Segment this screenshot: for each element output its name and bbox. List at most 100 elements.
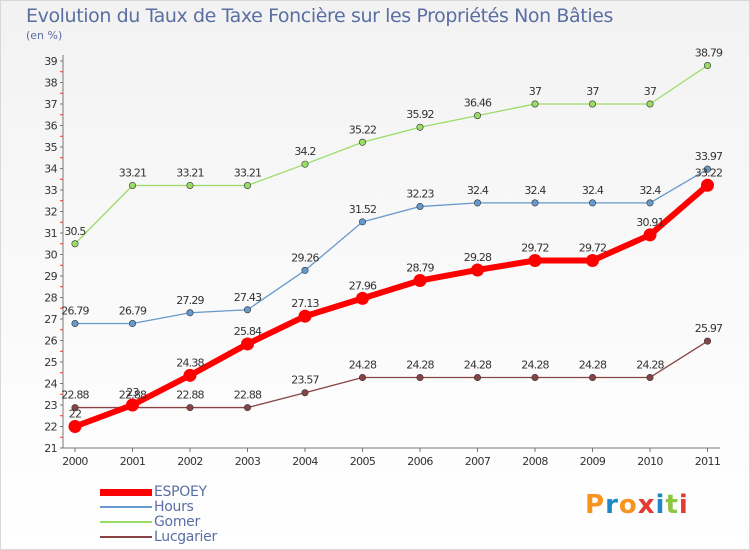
data-label-lucgarier: 24.28 xyxy=(406,358,434,371)
data-label-hours: 33.97 xyxy=(695,150,723,163)
x-tick-label: 2007 xyxy=(465,455,491,468)
x-tick-label: 2005 xyxy=(350,455,376,468)
data-label-hours: 32.4 xyxy=(582,184,604,197)
data-point-espoey xyxy=(298,309,312,323)
data-point-gomer xyxy=(301,160,309,168)
data-label-gomer: 33.21 xyxy=(176,166,204,179)
data-label-gomer: 33.21 xyxy=(234,166,262,179)
data-point-hours xyxy=(244,306,252,314)
data-point-hours xyxy=(416,203,424,211)
chart-subtitle: (en %) xyxy=(26,29,63,42)
data-label-gomer: 35.22 xyxy=(349,123,377,136)
data-point-gomer xyxy=(244,181,252,189)
data-label-espoey: 29.28 xyxy=(464,251,492,264)
data-point-espoey xyxy=(413,274,427,288)
data-label-lucgarier: 24.28 xyxy=(521,358,549,371)
data-point-hours xyxy=(703,165,711,173)
data-label-espoey: 29.72 xyxy=(521,242,549,255)
logo-letter: i xyxy=(678,490,689,520)
logo-letter: P xyxy=(585,490,606,520)
x-tick-label: 2004 xyxy=(292,455,318,468)
data-point-hours xyxy=(71,320,79,328)
data-point-hours xyxy=(129,320,137,328)
data-point-espoey xyxy=(471,263,484,277)
y-tick-label: 31 xyxy=(44,227,57,240)
data-point-gomer xyxy=(531,100,539,108)
data-label-gomer: 36.46 xyxy=(464,97,492,110)
series-line-hours xyxy=(75,168,708,325)
data-label-espoey: 28.79 xyxy=(406,262,434,275)
data-label-espoey: 33.22 xyxy=(695,166,723,179)
y-tick-label: 26 xyxy=(44,335,57,348)
series-line-lucgarier xyxy=(75,340,708,409)
logo-letter: t xyxy=(665,490,679,520)
x-tick-label: 2000 xyxy=(62,455,88,468)
legend-swatch xyxy=(100,536,152,538)
x-tick-label: 2002 xyxy=(177,455,203,468)
data-label-hours: 26.79 xyxy=(61,305,89,318)
data-label-gomer: 37 xyxy=(529,85,542,98)
y-tick-label: 35 xyxy=(44,141,57,154)
legend-label: Lucgarier xyxy=(154,529,217,545)
legend-swatch xyxy=(100,506,152,508)
data-label-hours: 32.23 xyxy=(406,188,434,201)
y-tick-label: 39 xyxy=(44,55,57,68)
data-point-espoey xyxy=(701,178,714,192)
data-point-gomer xyxy=(186,181,194,189)
y-tick-label: 27 xyxy=(44,313,57,326)
data-label-hours: 27.29 xyxy=(176,294,204,307)
data-label-hours: 31.52 xyxy=(349,203,377,216)
data-label-lucgarier: 24.28 xyxy=(579,358,607,371)
legend-swatch xyxy=(100,521,152,523)
data-point-gomer xyxy=(588,100,596,108)
data-point-hours xyxy=(473,199,481,207)
data-label-hours: 32.4 xyxy=(467,184,489,197)
y-tick-label: 37 xyxy=(44,98,57,111)
y-tick-label: 23 xyxy=(44,399,57,412)
y-tick-label: 22 xyxy=(44,421,57,434)
data-label-lucgarier: 22.88 xyxy=(176,389,204,402)
data-point-espoey xyxy=(528,254,542,268)
logo-letter: x xyxy=(637,490,656,520)
y-tick-label: 33 xyxy=(44,184,57,197)
data-point-espoey xyxy=(126,398,139,412)
data-point-hours xyxy=(186,309,194,317)
data-label-hours: 26.79 xyxy=(119,305,147,318)
x-tick-label: 2008 xyxy=(522,455,548,468)
data-label-lucgarier: 25.97 xyxy=(695,322,723,335)
data-label-hours: 27.43 xyxy=(234,291,262,304)
data-point-hours xyxy=(588,199,596,207)
data-label-gomer: 38.79 xyxy=(695,47,723,60)
axes: 21 22 23 24 25 26 27 28 29 30 31 32 33 34 35 36 37 38 39 20… xyxy=(44,55,721,468)
y-tick-label: 29 xyxy=(44,270,57,283)
legend-label: Gomer xyxy=(154,514,200,530)
series-lines xyxy=(68,62,714,433)
data-label-espoey: 23 xyxy=(126,386,139,399)
legend-label: ESPOEY xyxy=(154,484,207,500)
data-point-espoey xyxy=(241,337,254,351)
data-label-gomer: 37 xyxy=(586,85,599,98)
data-point-gomer xyxy=(646,100,654,108)
data-point-hours xyxy=(646,199,654,207)
data-label-espoey: 22 xyxy=(69,408,81,421)
y-tick-label: 21 xyxy=(44,442,57,455)
data-label-espoey: 24.38 xyxy=(176,356,204,369)
data-point-lucgarier xyxy=(473,373,481,381)
data-label-hours: 32.4 xyxy=(524,184,546,197)
x-tick-label: 2003 xyxy=(235,455,261,468)
y-tick-label: 25 xyxy=(44,356,57,369)
legend-swatch xyxy=(100,489,152,496)
data-point-lucgarier xyxy=(244,404,252,412)
data-label-espoey: 27.96 xyxy=(349,279,377,292)
data-label-espoey: 25.84 xyxy=(234,325,262,338)
data-point-espoey xyxy=(586,254,599,268)
data-point-lucgarier xyxy=(588,373,596,381)
data-label-lucgarier: 22.88 xyxy=(119,389,147,402)
data-point-lucgarier xyxy=(416,373,424,381)
y-tick-label: 36 xyxy=(44,120,57,133)
data-label-espoey: 29.72 xyxy=(579,242,607,255)
x-tick-label: 2009 xyxy=(580,455,606,468)
series-line-gomer xyxy=(74,64,708,245)
